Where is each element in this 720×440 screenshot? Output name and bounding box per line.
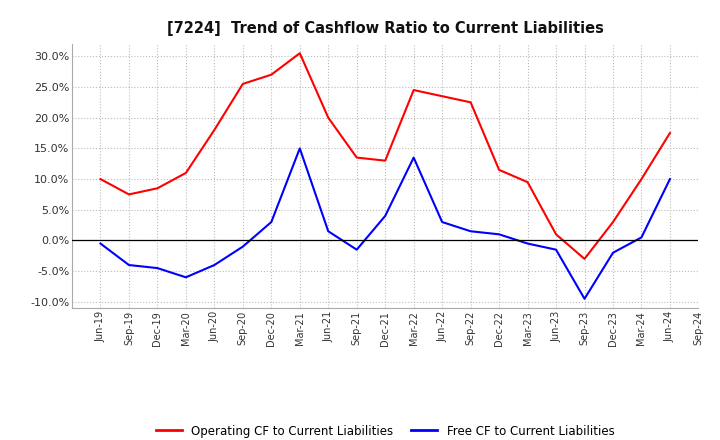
Operating CF to Current Liabilities (96, 176, 105, 182)
Operating CF to Current Liabilities (410, 88, 418, 93)
Operating CF to Current Liabilities (637, 176, 646, 182)
Operating CF to Current Liabilities (324, 115, 333, 120)
Free CF to Current Liabilities (295, 146, 304, 151)
Operating CF to Current Liabilities (295, 51, 304, 56)
Free CF to Current Liabilities (210, 262, 219, 268)
Free CF to Current Liabilities (467, 229, 475, 234)
Free CF to Current Liabilities (181, 275, 190, 280)
Free CF to Current Liabilities (580, 296, 589, 301)
Operating CF to Current Liabilities (153, 186, 162, 191)
Operating CF to Current Liabilities (523, 180, 532, 185)
Free CF to Current Liabilities (267, 220, 276, 225)
Free CF to Current Liabilities (238, 244, 247, 249)
Operating CF to Current Liabilities (210, 127, 219, 132)
Free CF to Current Liabilities (125, 262, 133, 268)
Free CF to Current Liabilities (608, 250, 617, 255)
Operating CF to Current Liabilities (665, 130, 674, 136)
Free CF to Current Liabilities (495, 232, 503, 237)
Legend: Operating CF to Current Liabilities, Free CF to Current Liabilities: Operating CF to Current Liabilities, Fre… (156, 425, 614, 438)
Free CF to Current Liabilities (410, 155, 418, 160)
Operating CF to Current Liabilities (238, 81, 247, 87)
Free CF to Current Liabilities (96, 241, 105, 246)
Operating CF to Current Liabilities (438, 94, 446, 99)
Operating CF to Current Liabilities (580, 256, 589, 261)
Free CF to Current Liabilities (438, 220, 446, 225)
Operating CF to Current Liabilities (495, 167, 503, 172)
Operating CF to Current Liabilities (552, 232, 560, 237)
Operating CF to Current Liabilities (125, 192, 133, 197)
Operating CF to Current Liabilities (467, 100, 475, 105)
Free CF to Current Liabilities (637, 235, 646, 240)
Free CF to Current Liabilities (552, 247, 560, 252)
Operating CF to Current Liabilities (181, 170, 190, 176)
Operating CF to Current Liabilities (608, 220, 617, 225)
Line: Operating CF to Current Liabilities: Operating CF to Current Liabilities (101, 53, 670, 259)
Free CF to Current Liabilities (352, 247, 361, 252)
Free CF to Current Liabilities (523, 241, 532, 246)
Operating CF to Current Liabilities (381, 158, 390, 163)
Free CF to Current Liabilities (324, 229, 333, 234)
Operating CF to Current Liabilities (352, 155, 361, 160)
Title: [7224]  Trend of Cashflow Ratio to Current Liabilities: [7224] Trend of Cashflow Ratio to Curren… (167, 21, 603, 36)
Line: Free CF to Current Liabilities: Free CF to Current Liabilities (101, 148, 670, 299)
Free CF to Current Liabilities (381, 213, 390, 219)
Operating CF to Current Liabilities (267, 72, 276, 77)
Free CF to Current Liabilities (665, 176, 674, 182)
Free CF to Current Liabilities (153, 265, 162, 271)
